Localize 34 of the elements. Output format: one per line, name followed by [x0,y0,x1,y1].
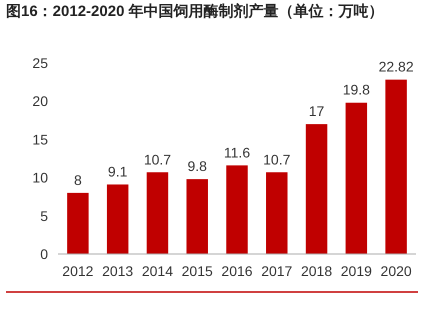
data-label: 19.8 [342,82,370,98]
x-tick-label: 2014 [142,263,174,279]
y-tick-label: 5 [40,208,48,224]
y-tick-label: 10 [32,170,48,186]
bar [346,102,368,254]
x-tick-label: 2020 [380,263,412,279]
bar [385,80,407,254]
data-label: 22.82 [378,58,414,75]
y-tick-label: 25 [32,55,48,71]
bar [186,179,208,254]
y-tick-label: 15 [32,131,48,148]
data-label: 9.8 [187,158,208,174]
x-tick-label: 2017 [261,263,293,279]
data-label: 10.7 [144,151,172,168]
x-tick-label: 2013 [102,263,134,279]
bar [306,124,328,254]
x-tick-label: 2015 [182,263,214,279]
bar [67,192,89,254]
y-tick-label: 20 [32,93,48,110]
x-tick-label: 2019 [340,263,372,279]
bar [106,184,128,254]
data-label: 8 [74,172,82,188]
chart-title: 图16：2012-2020 年中国饲用酶制剂产量（单位：万吨） [6,2,385,22]
data-label: 17 [308,103,325,120]
data-label: 9.1 [108,163,128,180]
data-label: 10.7 [263,151,291,168]
data-label: 11.6 [224,144,250,160]
bar [146,172,168,254]
x-tick-label: 2012 [62,263,94,279]
y-tick-label: 0 [40,246,48,262]
bar [226,165,248,254]
x-tick-label: 2018 [300,263,332,279]
bar [266,172,288,254]
x-tick-label: 2016 [221,263,253,279]
